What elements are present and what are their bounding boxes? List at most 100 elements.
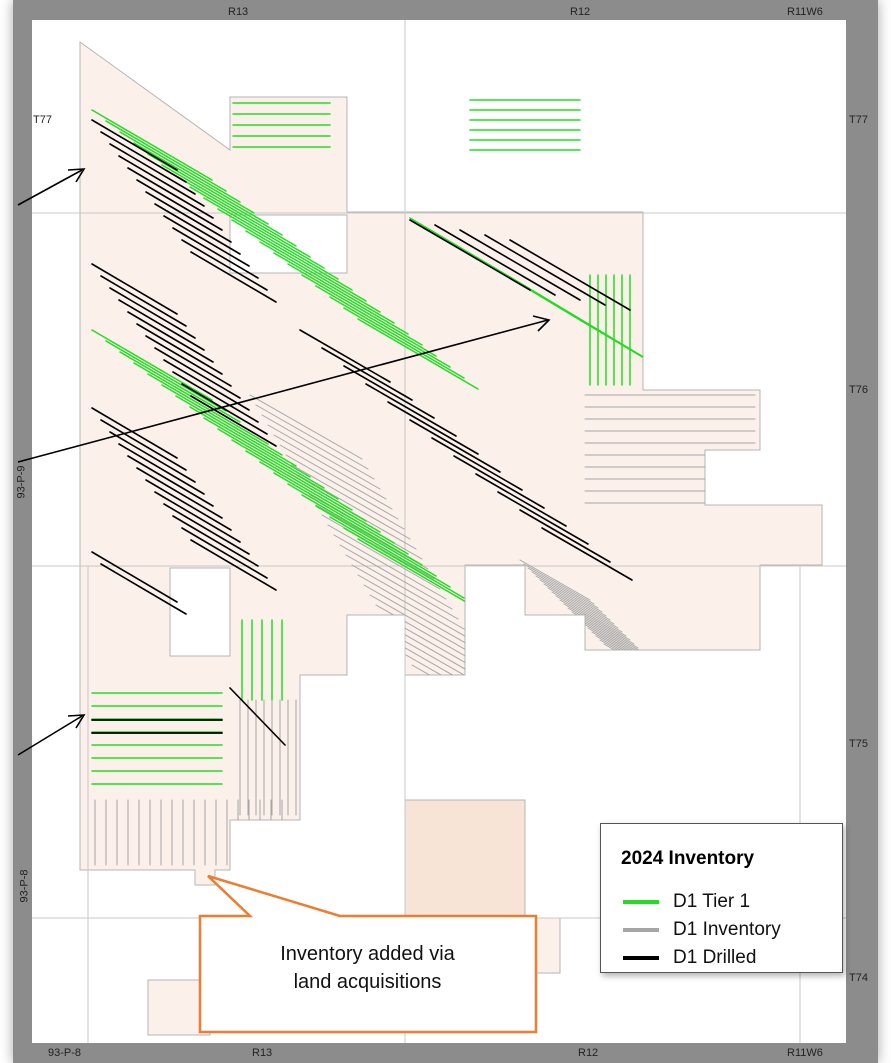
inventory-well bbox=[567, 607, 639, 649]
tier1-well bbox=[343, 307, 465, 379]
drilled-swatch bbox=[623, 956, 659, 960]
bottom-label-93p8: 93-P-8 bbox=[48, 1047, 82, 1059]
tier1-well bbox=[329, 516, 451, 588]
drilled-well bbox=[109, 143, 196, 195]
drilled-well bbox=[190, 395, 277, 447]
legend-label-tier1: D1 Tier 1 bbox=[673, 891, 751, 912]
drilled-well bbox=[181, 383, 268, 435]
tier1-well bbox=[91, 109, 213, 181]
right-label-t74: T74 bbox=[849, 972, 868, 984]
tier1-well bbox=[287, 483, 409, 555]
inventory-well bbox=[291, 464, 405, 530]
legend-label-inventory: D1 Inventory bbox=[673, 919, 781, 940]
left-label-t77: T77 bbox=[33, 114, 52, 126]
tier1-well bbox=[217, 428, 339, 500]
tier1-well bbox=[287, 263, 409, 335]
drilled-well bbox=[100, 563, 187, 615]
drilled-well bbox=[145, 191, 232, 243]
legend-item-drilled: D1 Drilled bbox=[623, 946, 756, 970]
inventory-well bbox=[345, 554, 459, 620]
tier1-swatch bbox=[623, 900, 659, 904]
drilled-well bbox=[172, 371, 259, 423]
legend-title: 2024 Inventory bbox=[621, 848, 755, 869]
inventory-well bbox=[279, 444, 393, 510]
tier1-well bbox=[189, 186, 311, 258]
drilled-well bbox=[181, 527, 268, 579]
legend-item-tier1: D1 Tier 1 bbox=[623, 890, 750, 914]
tier1-well bbox=[315, 505, 437, 577]
drilled-well bbox=[163, 359, 250, 411]
drilled-well bbox=[100, 419, 187, 471]
inventory-well bbox=[559, 599, 631, 641]
tier1-well bbox=[119, 351, 241, 423]
right-label-t75: T75 bbox=[849, 738, 868, 750]
drilled-well bbox=[497, 491, 589, 545]
drilled-well bbox=[100, 131, 187, 183]
drilled-well bbox=[100, 275, 187, 327]
drilled-well bbox=[127, 455, 214, 507]
inventory-well bbox=[369, 594, 483, 660]
tier1-well bbox=[147, 153, 269, 225]
drilled-well bbox=[181, 239, 268, 291]
drilled-well bbox=[154, 203, 241, 255]
drilled-well bbox=[459, 229, 581, 301]
inventory-well bbox=[539, 579, 611, 621]
bottom-label-r12: R12 bbox=[578, 1047, 599, 1059]
drilled-well bbox=[172, 227, 259, 279]
drilled-well bbox=[409, 219, 531, 291]
inventory-well bbox=[297, 474, 411, 540]
tier1-well bbox=[259, 461, 381, 533]
legend-item-inventory: D1 Inventory bbox=[623, 918, 781, 942]
inventory-well bbox=[543, 583, 615, 625]
tier1-well bbox=[329, 296, 451, 368]
inventory-well bbox=[551, 591, 623, 633]
drilled-well bbox=[145, 479, 232, 531]
inventory-well bbox=[273, 434, 387, 500]
drilled-well bbox=[343, 365, 435, 419]
tier1-well bbox=[231, 219, 353, 291]
tier1-well bbox=[245, 450, 367, 522]
drilled-well bbox=[434, 224, 556, 296]
callout-line-2: land acquisitions bbox=[293, 971, 442, 993]
callout-text: Inventory added via land acquisitions bbox=[200, 940, 535, 996]
inventory-well bbox=[535, 575, 607, 617]
inventory-swatch bbox=[623, 928, 659, 932]
tier1-well bbox=[161, 164, 283, 236]
inventory-well bbox=[261, 414, 375, 480]
inventory-well bbox=[327, 524, 441, 590]
drilled-well bbox=[163, 215, 250, 267]
drilled-well bbox=[118, 155, 205, 207]
drilled-well bbox=[145, 335, 232, 387]
tier1-well bbox=[161, 384, 283, 456]
top-label-r13: R13 bbox=[228, 6, 249, 18]
inventory-well bbox=[351, 564, 465, 630]
inventory-well bbox=[267, 424, 381, 490]
inventory-well bbox=[519, 559, 591, 601]
well-lines bbox=[91, 99, 756, 866]
inventory-well bbox=[255, 404, 369, 470]
inventory-well bbox=[285, 454, 399, 520]
tier1-well bbox=[105, 340, 227, 412]
right-label-t77: T77 bbox=[849, 114, 868, 126]
left-label-93p8: 93-P-8 bbox=[18, 869, 31, 903]
tier1-well bbox=[343, 527, 465, 599]
inventory-well bbox=[363, 584, 477, 650]
inventory-well bbox=[547, 587, 619, 629]
drilled-well bbox=[118, 443, 205, 495]
top-label-r12: R12 bbox=[570, 6, 591, 18]
drilled-well bbox=[509, 239, 631, 311]
callout-line-1: Inventory added via bbox=[280, 943, 455, 965]
tier1-well bbox=[245, 230, 367, 302]
inventory-well bbox=[357, 574, 471, 640]
inventory-well bbox=[523, 563, 595, 605]
drilled-well bbox=[229, 687, 286, 746]
legend-label-drilled: D1 Drilled bbox=[673, 947, 757, 968]
drilled-well bbox=[484, 234, 606, 306]
drilled-well bbox=[519, 509, 611, 563]
drilled-well bbox=[91, 407, 178, 459]
land-holdings bbox=[79, 41, 823, 1036]
drilled-well bbox=[172, 515, 259, 567]
tier1-well bbox=[357, 318, 479, 390]
drilled-well bbox=[109, 287, 196, 339]
